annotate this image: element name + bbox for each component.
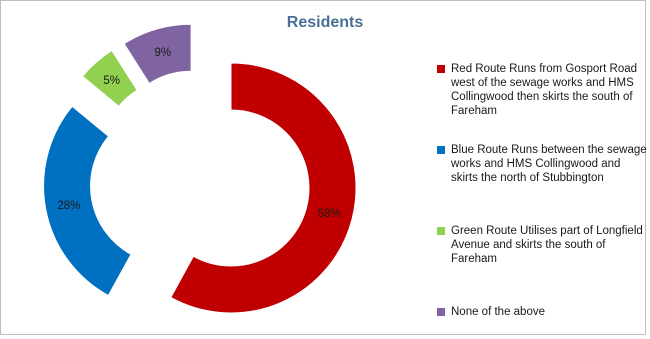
data-label-none: 9%: [154, 47, 171, 59]
data-label-green-route: 5%: [103, 75, 120, 87]
legend-swatch: [437, 65, 445, 73]
legend-swatch: [437, 146, 445, 154]
chart-title: Residents: [286, 14, 364, 31]
legend-swatch: [437, 308, 445, 316]
slice-green-route: [81, 49, 138, 107]
slice-blue-route: [43, 105, 132, 297]
legend-label: Green Route Utilises part of Longfield A…: [451, 225, 643, 265]
data-label-red-route: 58%: [318, 208, 341, 220]
data-label-blue-route: 28%: [57, 200, 80, 212]
slice-none-of-the-above: [123, 23, 192, 85]
legend-label: None of the above: [451, 306, 545, 318]
slice-red-route: [170, 62, 357, 314]
legend-swatch: [437, 227, 445, 235]
legend-label: Red Route Runs from Gosport Road west of…: [451, 63, 638, 117]
legend-label: Blue Route Runs between the sewage works…: [451, 144, 647, 184]
